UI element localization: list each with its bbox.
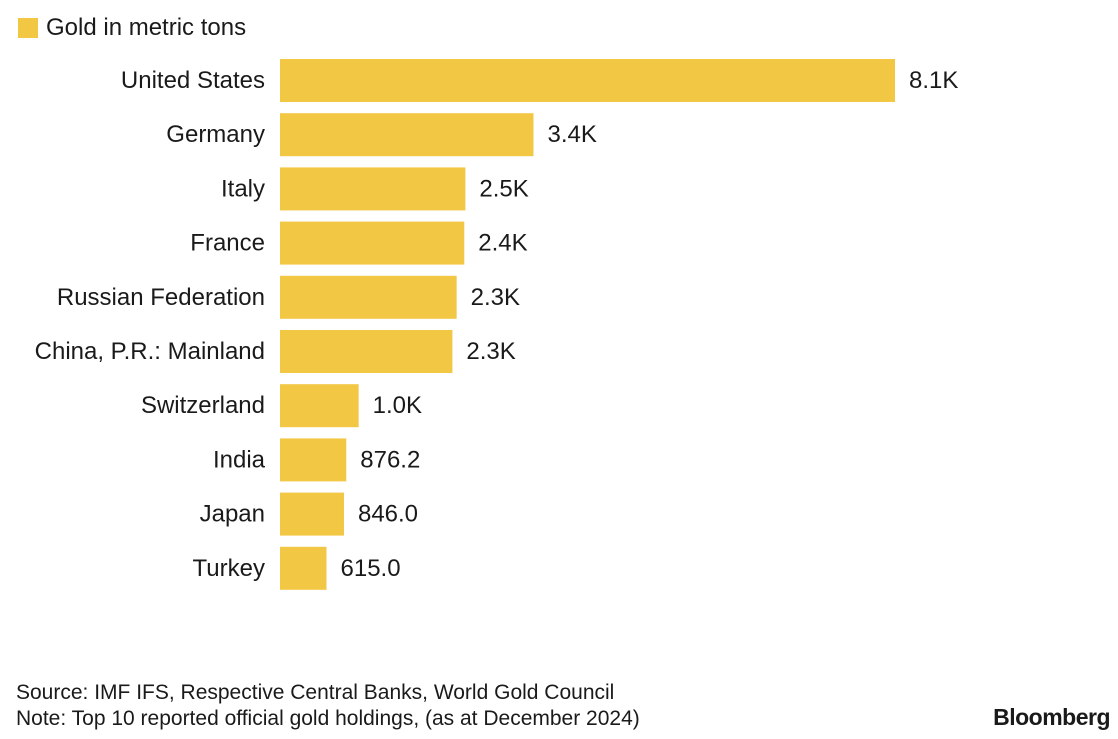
bar xyxy=(280,59,895,102)
category-label: France xyxy=(190,230,265,257)
category-label: United States xyxy=(121,67,265,94)
bar xyxy=(280,438,347,482)
value-label: 846.0 xyxy=(358,501,418,528)
bar xyxy=(280,492,344,536)
footnote: Note: Top 10 reported official gold hold… xyxy=(16,707,640,730)
value-label: 615.0 xyxy=(341,555,401,582)
bloomberg-logo: Bloomberg xyxy=(993,704,1110,730)
bar xyxy=(280,113,534,157)
value-label: 2.3K xyxy=(471,284,520,311)
bar xyxy=(280,330,453,373)
bar xyxy=(280,275,457,319)
bar xyxy=(280,546,327,590)
bar xyxy=(280,384,359,428)
category-label: China, P.R.: Mainland xyxy=(35,338,265,365)
bar xyxy=(280,167,466,211)
category-label: Germany xyxy=(166,121,265,148)
bar-chart: United States 8.1K Germany 3.4K Italy 2.5K Fra… xyxy=(35,59,958,590)
category-label: Turkey xyxy=(193,555,265,582)
category-label: Japan xyxy=(200,501,265,528)
value-label: 2.4K xyxy=(478,230,527,257)
value-label: 3.4K xyxy=(547,121,596,148)
legend-label: Gold in metric tons xyxy=(46,14,247,41)
category-label: Italy xyxy=(221,175,265,202)
bar xyxy=(280,221,465,265)
value-label: 8.1K xyxy=(909,67,958,94)
value-label: 2.5K xyxy=(479,175,528,202)
value-label: 876.2 xyxy=(360,446,420,473)
category-label: India xyxy=(213,446,266,473)
value-label: 1.0K xyxy=(373,392,422,419)
value-label: 2.3K xyxy=(466,338,515,365)
source-note: Source: IMF IFS, Respective Central Bank… xyxy=(16,681,615,704)
category-label: Switzerland xyxy=(141,392,265,419)
legend-swatch xyxy=(18,18,38,38)
category-label: Russian Federation xyxy=(57,284,265,311)
